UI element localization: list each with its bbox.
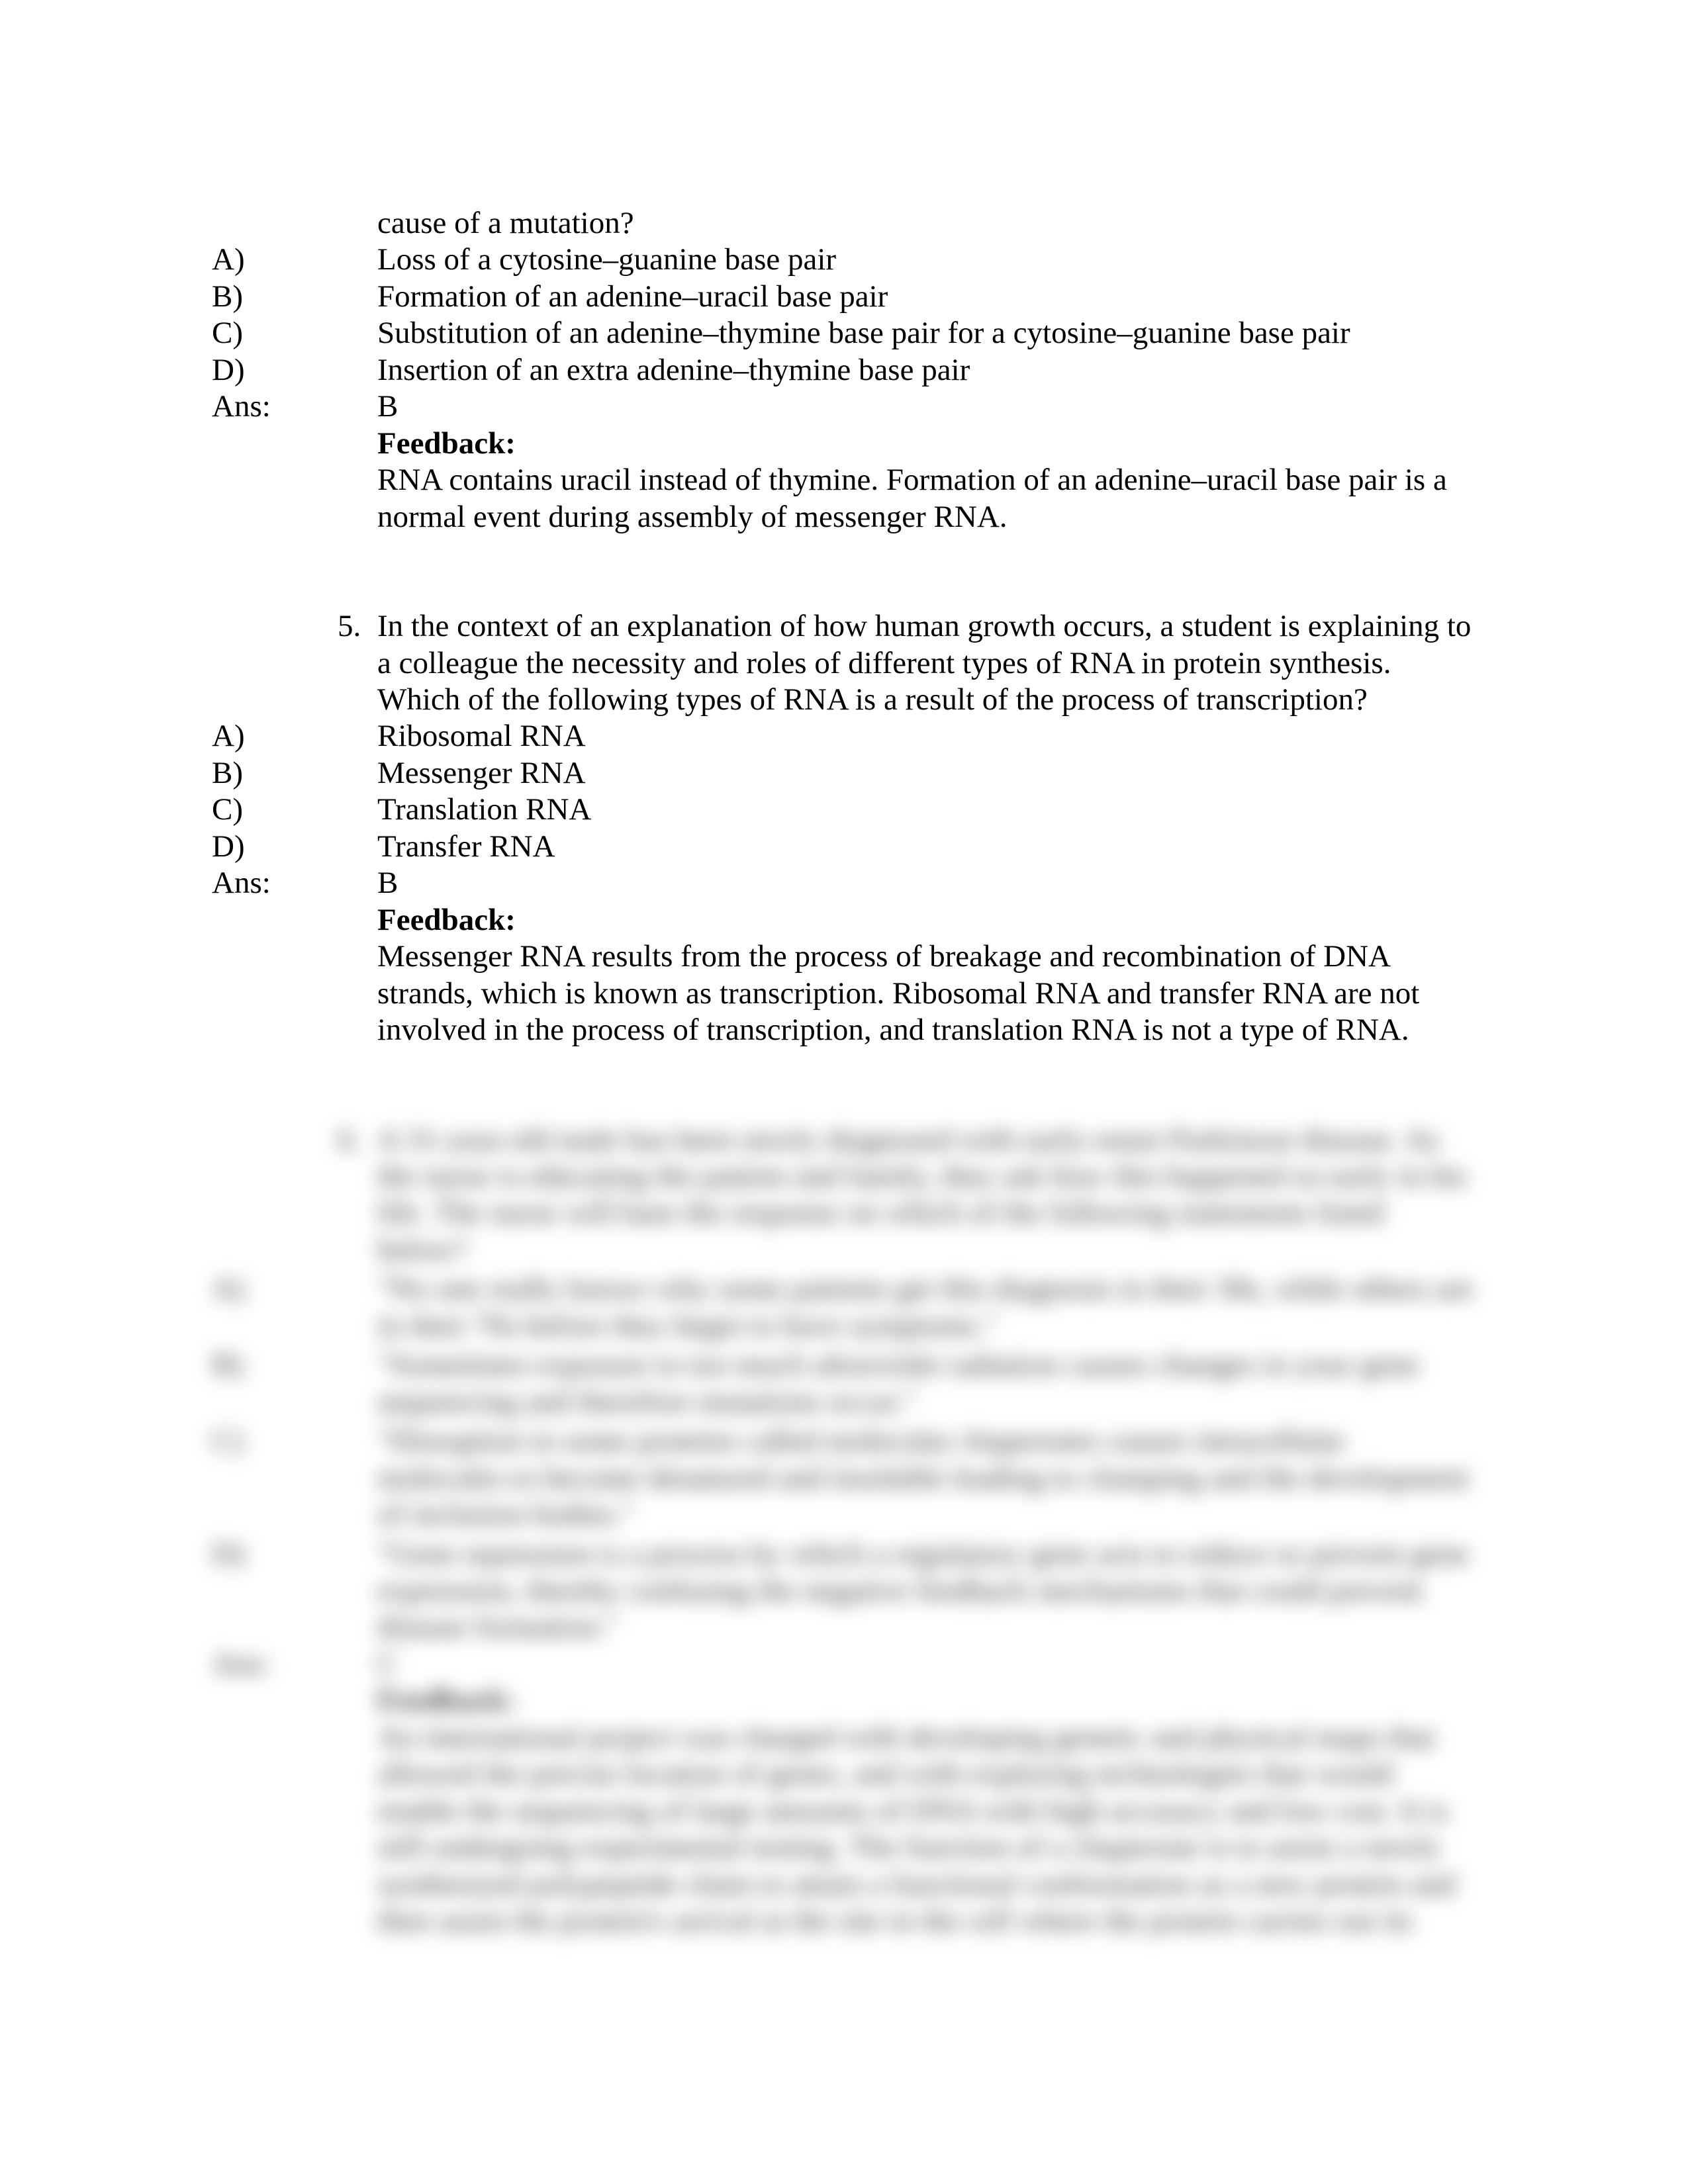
q5-option-b-label: B): [212, 755, 377, 792]
q5-number: 5.: [338, 608, 377, 718]
q5-feedback-text: Messenger RNA results from the process o…: [377, 938, 1476, 1048]
q6-option-b-text: "Sometimes exposure to too much ultravio…: [377, 1347, 1476, 1420]
q5-option-d-text: Transfer RNA: [377, 829, 1476, 865]
q6-option-d: D) "Gene repression is a process by whic…: [212, 1536, 1476, 1646]
q4-option-a: A) Loss of a cytosine–guanine base pair: [212, 242, 1476, 278]
q5-feedback: Feedback: Messenger RNA results from the…: [377, 902, 1476, 1049]
q5-option-c: C) Translation RNA: [212, 792, 1476, 828]
q5-option-d: D) Transfer RNA: [212, 829, 1476, 865]
q6-option-a-label: A): [212, 1271, 377, 1344]
q5-answer-row: Ans: B: [212, 865, 1476, 901]
q4-option-a-label: A): [212, 242, 377, 278]
q5-stem-text: In the context of an explanation of how …: [377, 608, 1476, 718]
q6-answer-label: Ans:: [212, 1646, 377, 1682]
q5-option-c-text: Translation RNA: [377, 792, 1476, 828]
q5-option-a-text: Ribosomal RNA: [377, 718, 1476, 754]
q6-option-c-text: "Disruption in some proteins called mole…: [377, 1423, 1476, 1533]
q6-option-b: B) "Sometimes exposure to too much ultra…: [212, 1347, 1476, 1420]
q4-option-c-text: Substitution of an adenine–thymine base …: [377, 315, 1476, 351]
q5-option-a-label: A): [212, 718, 377, 754]
q4-feedback: Feedback: RNA contains uracil instead of…: [377, 426, 1476, 535]
question-4-stem-continuation: cause of a mutation?: [338, 205, 1476, 242]
q6-option-b-label: B): [212, 1347, 377, 1420]
q4-feedback-label: Feedback:: [377, 426, 1476, 462]
question-5-stem: 5. In the context of an explanation of h…: [338, 608, 1476, 718]
document-page: cause of a mutation? A) Loss of a cytosi…: [0, 0, 1688, 2184]
q6-answer-row: Ans: C: [212, 1646, 1476, 1682]
q6-option-c-label: C): [212, 1423, 377, 1533]
q4-answer-value: B: [377, 388, 398, 425]
q6-feedback-label: Feedback:: [377, 1682, 1476, 1719]
q6-option-a: A) "No one really knows why some patient…: [212, 1271, 1476, 1344]
q6-feedback: Feedback: An international project was c…: [377, 1682, 1476, 1939]
q6-option-d-text: "Gene repression is a process by which a…: [377, 1536, 1476, 1646]
q6-option-a-text: "No one really knows why some patients g…: [377, 1271, 1476, 1344]
question-4-block: cause of a mutation? A) Loss of a cytosi…: [212, 205, 1476, 535]
q5-answer-label: Ans:: [212, 865, 377, 901]
q5-option-a: A) Ribosomal RNA: [212, 718, 1476, 754]
q5-option-b-text: Messenger RNA: [377, 755, 1476, 792]
q4-option-d-label: D): [212, 352, 377, 388]
q5-answer-value: B: [377, 865, 398, 901]
q6-stem-text: A 31-year-old male has been newly diagno…: [377, 1122, 1476, 1269]
q4-num-placeholder: [338, 205, 377, 242]
q6-option-d-label: D): [212, 1536, 377, 1646]
question-5-block: 5. In the context of an explanation of h…: [212, 608, 1476, 1048]
q6-number: 6.: [338, 1122, 377, 1269]
q6-stem: 6. A 31-year-old male has been newly dia…: [338, 1122, 1476, 1269]
q4-answer-label: Ans:: [212, 388, 377, 425]
q4-option-b-text: Formation of an adenine–uracil base pair: [377, 279, 1476, 315]
q6-answer-value: C: [377, 1646, 398, 1682]
q4-option-d-text: Insertion of an extra adenine–thymine ba…: [377, 352, 1476, 388]
q4-feedback-text: RNA contains uracil instead of thymine. …: [377, 462, 1476, 535]
q4-option-a-text: Loss of a cytosine–guanine base pair: [377, 242, 1476, 278]
q5-option-c-label: C): [212, 792, 377, 828]
q5-option-d-label: D): [212, 829, 377, 865]
q5-feedback-label: Feedback:: [377, 902, 1476, 938]
q4-option-b: B) Formation of an adenine–uracil base p…: [212, 279, 1476, 315]
q6-feedback-text: An international project was charged wit…: [377, 1719, 1476, 1940]
q4-option-c-label: C): [212, 315, 377, 351]
q4-option-c: C) Substitution of an adenine–thymine ba…: [212, 315, 1476, 351]
q4-stem-text: cause of a mutation?: [377, 205, 634, 242]
q4-option-d: D) Insertion of an extra adenine–thymine…: [212, 352, 1476, 388]
q5-option-b: B) Messenger RNA: [212, 755, 1476, 792]
q6-option-c: C) "Disruption in some proteins called m…: [212, 1423, 1476, 1533]
q4-answer-row: Ans: B: [212, 388, 1476, 425]
q4-option-b-label: B): [212, 279, 377, 315]
question-6-block-blurred: 6. A 31-year-old male has been newly dia…: [212, 1122, 1476, 1940]
